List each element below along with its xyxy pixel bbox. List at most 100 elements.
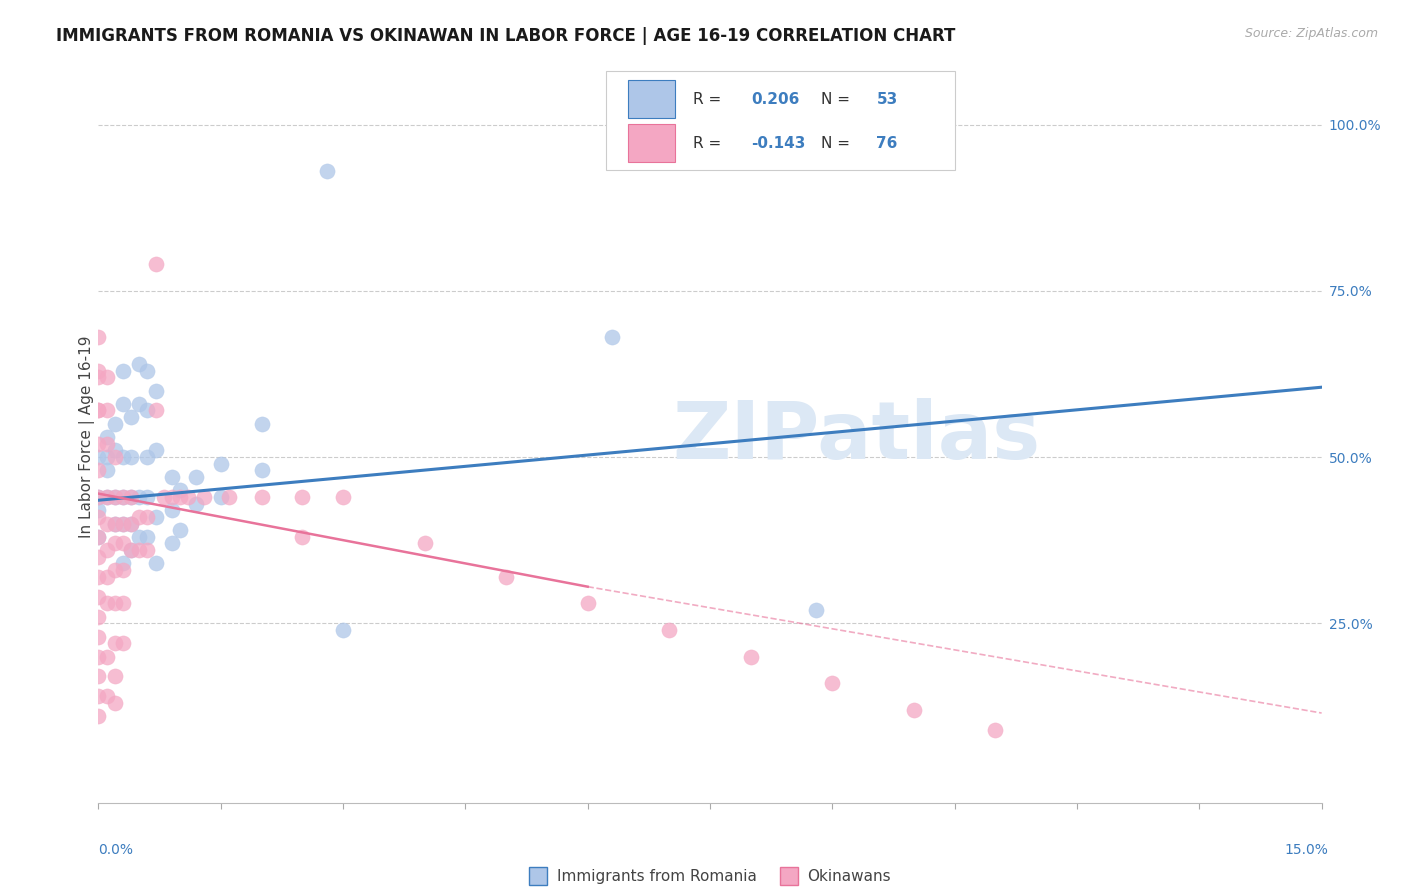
Point	[821, 676, 844, 690]
Point	[96, 403, 118, 417]
Point	[145, 509, 167, 524]
Point	[136, 509, 159, 524]
Point	[291, 490, 314, 504]
Point	[160, 503, 183, 517]
Point	[209, 490, 232, 504]
Point	[87, 549, 110, 564]
Point	[111, 563, 134, 577]
Point	[104, 696, 127, 710]
Point	[120, 516, 142, 531]
Point	[658, 623, 681, 637]
Point	[104, 516, 127, 531]
Point	[87, 463, 110, 477]
Point	[136, 543, 159, 558]
Point	[136, 490, 159, 504]
Point	[96, 463, 118, 477]
Point	[96, 430, 118, 444]
Point	[332, 490, 354, 504]
Point	[96, 490, 118, 504]
Point	[169, 490, 191, 504]
Point	[903, 703, 925, 717]
Point	[145, 403, 167, 417]
Point	[87, 403, 110, 417]
Point	[128, 530, 150, 544]
Point	[111, 490, 134, 504]
Point	[332, 623, 354, 637]
Point	[576, 596, 599, 610]
Text: IMMIGRANTS FROM ROMANIA VS OKINAWAN IN LABOR FORCE | AGE 16-19 CORRELATION CHART: IMMIGRANTS FROM ROMANIA VS OKINAWAN IN L…	[56, 27, 956, 45]
Point	[111, 450, 134, 464]
Point	[104, 490, 127, 504]
Point	[87, 450, 110, 464]
Point	[111, 596, 134, 610]
Point	[111, 363, 134, 377]
Point	[87, 363, 110, 377]
Text: 0.0%: 0.0%	[98, 843, 134, 857]
Point	[136, 403, 159, 417]
Point	[120, 490, 142, 504]
Point	[96, 370, 118, 384]
Point	[104, 636, 127, 650]
Point	[104, 563, 127, 577]
Point	[96, 570, 118, 584]
Text: 15.0%: 15.0%	[1285, 843, 1329, 857]
Point	[87, 709, 110, 723]
Point	[87, 509, 110, 524]
Point	[111, 636, 134, 650]
Legend: Immigrants from Romania, Okinawans: Immigrants from Romania, Okinawans	[523, 863, 897, 890]
Point	[984, 723, 1007, 737]
Point	[169, 483, 191, 498]
Point	[120, 410, 142, 425]
Point	[315, 164, 337, 178]
Point	[96, 436, 118, 450]
Point	[128, 357, 150, 371]
Point	[120, 516, 142, 531]
Point	[87, 630, 110, 644]
Point	[87, 649, 110, 664]
Point	[87, 530, 110, 544]
Point	[120, 450, 142, 464]
Point	[291, 530, 314, 544]
Point	[111, 490, 134, 504]
Point	[104, 516, 127, 531]
Point	[96, 543, 118, 558]
Point	[120, 490, 142, 504]
Point	[145, 557, 167, 571]
Point	[193, 490, 215, 504]
Point	[136, 363, 159, 377]
Point	[145, 443, 167, 458]
Point	[128, 490, 150, 504]
Point	[186, 470, 208, 484]
Point	[169, 523, 191, 537]
Point	[160, 490, 183, 504]
Point	[413, 536, 436, 550]
Text: 0.206: 0.206	[752, 92, 800, 107]
Point	[145, 257, 167, 271]
Point	[740, 649, 762, 664]
Point	[87, 370, 110, 384]
Point	[495, 570, 517, 584]
Point	[128, 543, 150, 558]
FancyBboxPatch shape	[628, 124, 675, 162]
Point	[104, 490, 127, 504]
Text: 53: 53	[876, 92, 897, 107]
Text: 76: 76	[876, 136, 898, 151]
Point	[111, 516, 134, 531]
Point	[96, 649, 118, 664]
Point	[87, 609, 110, 624]
FancyBboxPatch shape	[606, 71, 955, 170]
Point	[87, 490, 110, 504]
Point	[87, 690, 110, 704]
Point	[96, 450, 118, 464]
Point	[128, 397, 150, 411]
Text: R =: R =	[693, 136, 725, 151]
Text: ZIPatlas: ZIPatlas	[672, 398, 1040, 476]
Point	[87, 503, 110, 517]
Point	[104, 417, 127, 431]
Point	[111, 536, 134, 550]
Point	[104, 536, 127, 550]
Point	[87, 490, 110, 504]
Point	[104, 596, 127, 610]
Point	[128, 509, 150, 524]
Point	[160, 470, 183, 484]
